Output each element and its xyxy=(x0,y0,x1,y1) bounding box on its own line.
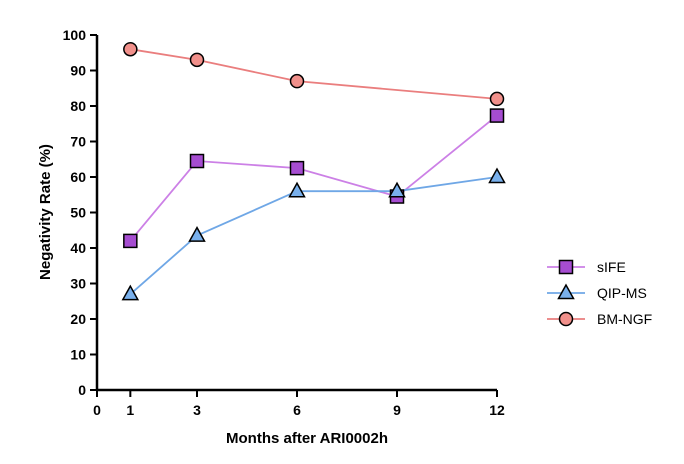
x-tick-label: 1 xyxy=(126,402,134,418)
x-axis-title: Months after ARI0002h xyxy=(226,430,388,447)
y-tick-label: 50 xyxy=(70,205,86,221)
sife-line xyxy=(129,114,498,242)
qip-ms-point-marker-triangle xyxy=(188,226,206,242)
x-tick-label: 3 xyxy=(193,402,201,418)
qip-ms-line xyxy=(129,176,498,295)
x-ticks: 0 1 3 6 9 12 xyxy=(93,390,505,418)
legend-label-sife: sIFE xyxy=(597,259,626,275)
bm-ngf-point-marker-circle xyxy=(123,41,138,57)
series-markers xyxy=(121,41,506,301)
legend-bm-ngf-marker-circle xyxy=(558,311,574,327)
sife-point-marker-square xyxy=(123,233,138,249)
y-tick-label: 60 xyxy=(70,169,86,185)
x-tick-label: 6 xyxy=(293,402,301,418)
legend-sife-marker-square xyxy=(558,259,574,275)
y-tick-label: 100 xyxy=(63,27,87,43)
y-tick-label: 0 xyxy=(78,382,86,398)
y-ticks: 0 10 20 30 40 50 60 70 80 90 100 xyxy=(63,27,97,398)
y-axis-title: Negativity Rate (%) xyxy=(37,144,54,280)
y-tick-label: 20 xyxy=(70,311,86,327)
sife-point-marker-square xyxy=(189,153,205,169)
qip-ms-point-marker-triangle xyxy=(288,181,306,198)
legend-label-qip-ms: QIP-MS xyxy=(597,285,647,301)
legend: sIFE QIP-MS BM-NGF xyxy=(547,259,652,327)
bm-ngf-line xyxy=(130,48,498,100)
x-tick-label: 9 xyxy=(393,402,401,418)
qip-ms-point-marker-triangle xyxy=(121,284,140,301)
y-tick-label: 70 xyxy=(70,134,86,150)
qip-ms-point-marker-triangle xyxy=(488,167,506,184)
y-tick-label: 30 xyxy=(70,276,86,292)
y-tick-label: 80 xyxy=(70,98,86,114)
y-tick-label: 90 xyxy=(70,63,86,79)
bm-ngf-point-marker-circle xyxy=(189,52,205,68)
x-tick-label: 0 xyxy=(93,402,101,418)
x-tick-label: 12 xyxy=(489,402,505,418)
y-tick-label: 40 xyxy=(70,240,86,256)
series-lines xyxy=(129,48,498,295)
y-tick-label: 10 xyxy=(70,347,86,363)
legend-qip-ms-marker-triangle xyxy=(557,283,575,300)
bm-ngf-point-marker-circle xyxy=(289,73,305,89)
legend-label-bm-ngf: BM-NGF xyxy=(597,311,652,327)
qip-ms-point-marker-triangle xyxy=(388,181,406,198)
sife-point-marker-square xyxy=(289,160,305,176)
sife-point-marker-square xyxy=(489,108,505,123)
bm-ngf-point-marker-circle xyxy=(489,91,505,107)
